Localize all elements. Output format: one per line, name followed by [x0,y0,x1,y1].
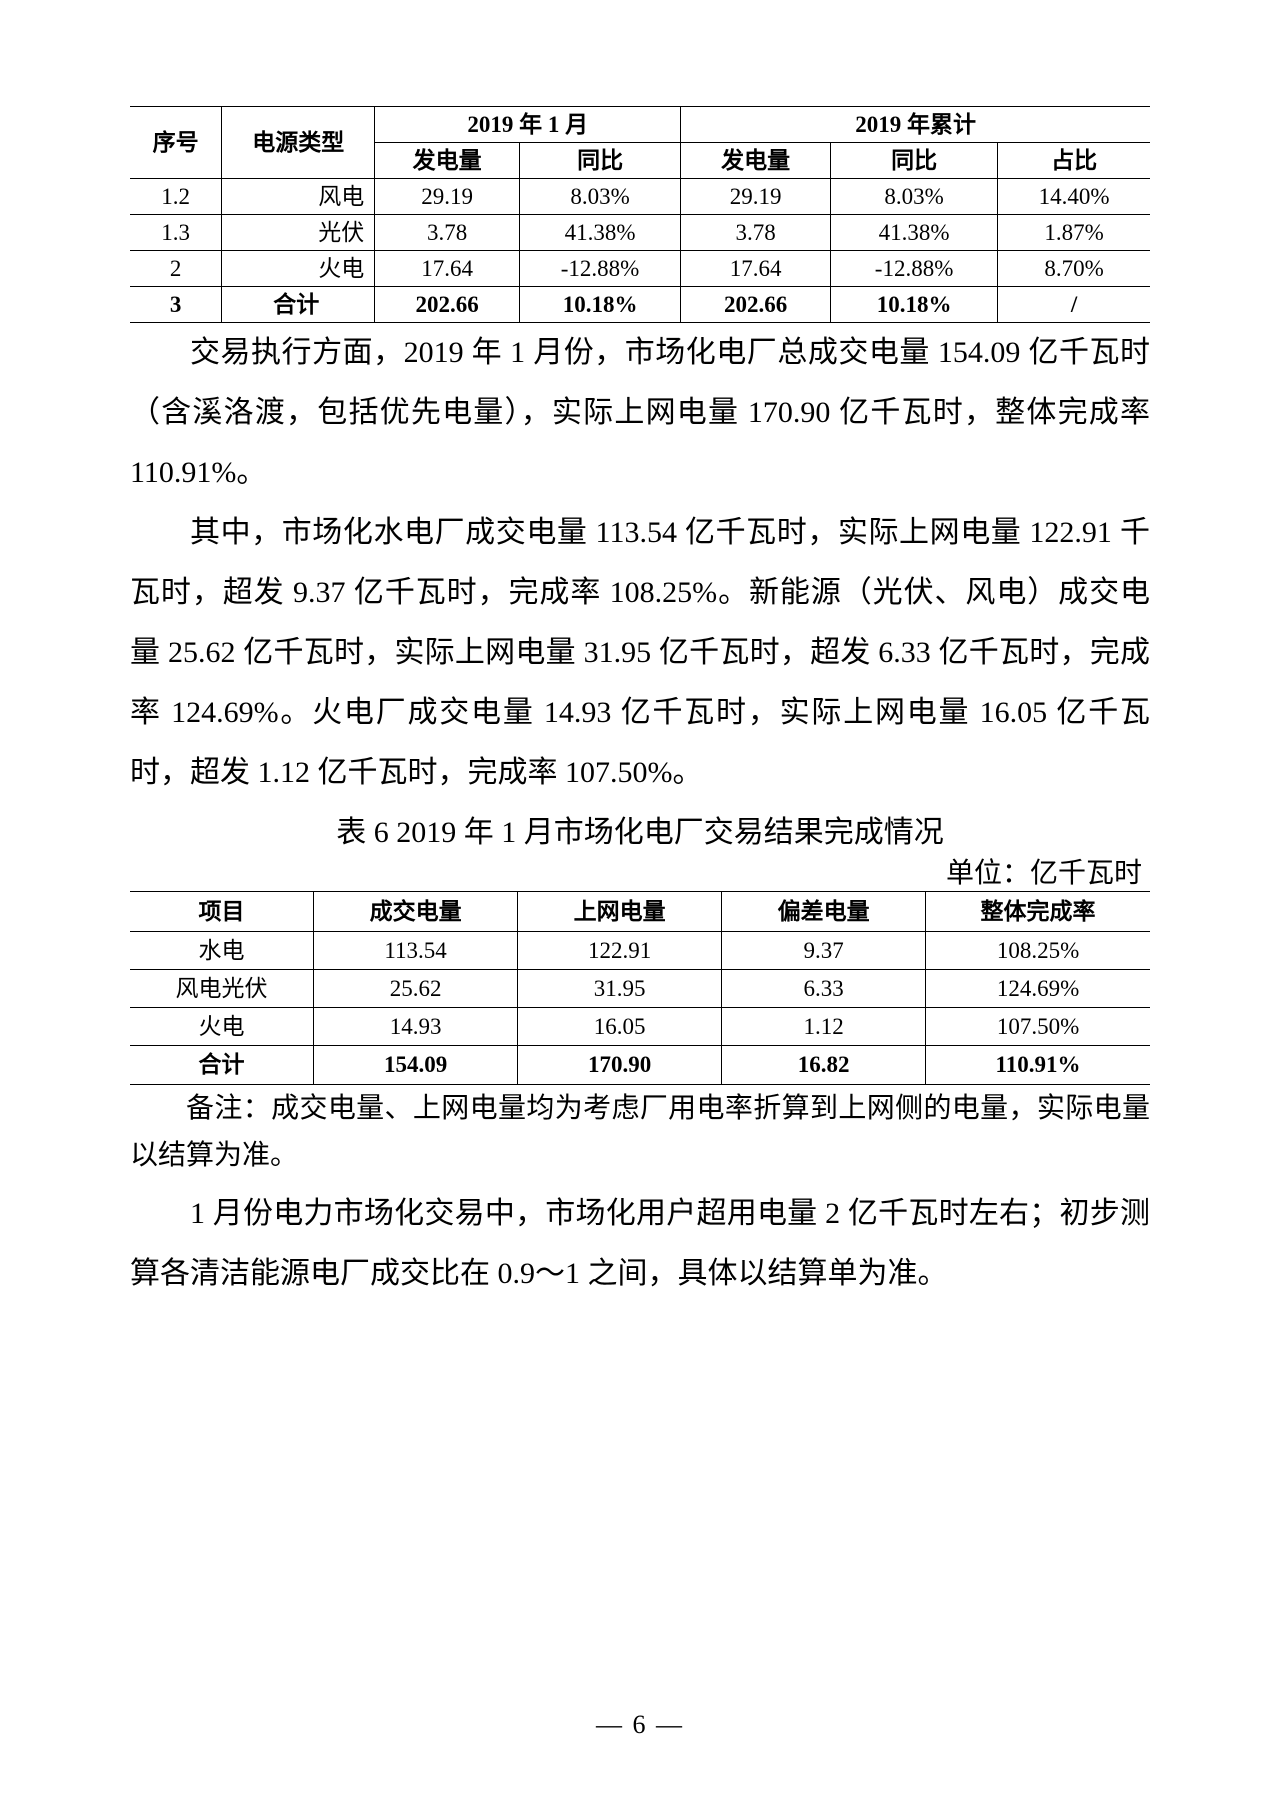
table-row: 1.3 光伏 3.78 41.38% 3.78 41.38% 1.87% [130,215,1150,251]
th-cum: 2019 年累计 [681,107,1150,143]
t2-col0: 项目 [130,892,314,932]
table-row: 水电 113.54 122.91 9.37 108.25% [130,932,1150,970]
table-row-total: 3 合计 202.66 10.18% 202.66 10.18% / [130,287,1150,323]
paragraph-2: 其中，市场化水电厂成交电量 113.54 亿千瓦时，实际上网电量 122.91 … [130,503,1150,803]
paragraph-3: 1 月份电力市场化交易中，市场化用户超用电量 2 亿千瓦时左右；初步测算各清洁能… [130,1184,1150,1304]
page-number: — 6 — [0,1710,1280,1740]
th-yoy2: 同比 [830,143,997,179]
table2-title: 表 6 2019 年 1 月市场化电厂交易结果完成情况 [130,807,1150,851]
table-trade-result: 项目 成交电量 上网电量 偏差电量 整体完成率 水电 113.54 122.91… [130,891,1150,1084]
t2-col3: 偏差电量 [722,892,926,932]
paragraph-1: 交易执行方面，2019 年 1 月份，市场化电厂总成交电量 154.09 亿千瓦… [130,323,1150,503]
table-row: 1.2 风电 29.19 8.03% 29.19 8.03% 14.40% [130,179,1150,215]
table-row: 风电光伏 25.62 31.95 6.33 124.69% [130,970,1150,1008]
th-type: 电源类型 [222,107,375,179]
th-share: 占比 [998,143,1150,179]
table-row: 2 火电 17.64 -12.88% 17.64 -12.88% 8.70% [130,251,1150,287]
table-power-source: 序号 电源类型 2019 年 1 月 2019 年累计 发电量 同比 发电量 同… [130,106,1150,323]
th-gen2: 发电量 [681,143,831,179]
table2-unit: 单位：亿千瓦时 [130,851,1150,891]
table-row: 火电 14.93 16.05 1.12 107.50% [130,1008,1150,1046]
table-row-total: 合计 154.09 170.90 16.82 110.91% [130,1046,1150,1084]
table1-body: 1.2 风电 29.19 8.03% 29.19 8.03% 14.40% 1.… [130,179,1150,323]
t2-col4: 整体完成率 [926,892,1150,932]
table2-footnote: 备注：成交电量、上网电量均为考虑厂用电率折算到上网侧的电量，实际电量以结算为准。 [130,1085,1150,1180]
th-gen: 发电量 [375,143,520,179]
t2-col2: 上网电量 [518,892,722,932]
t2-col1: 成交电量 [314,892,518,932]
th-jan: 2019 年 1 月 [375,107,681,143]
th-yoy: 同比 [519,143,680,179]
th-seq: 序号 [130,107,222,179]
